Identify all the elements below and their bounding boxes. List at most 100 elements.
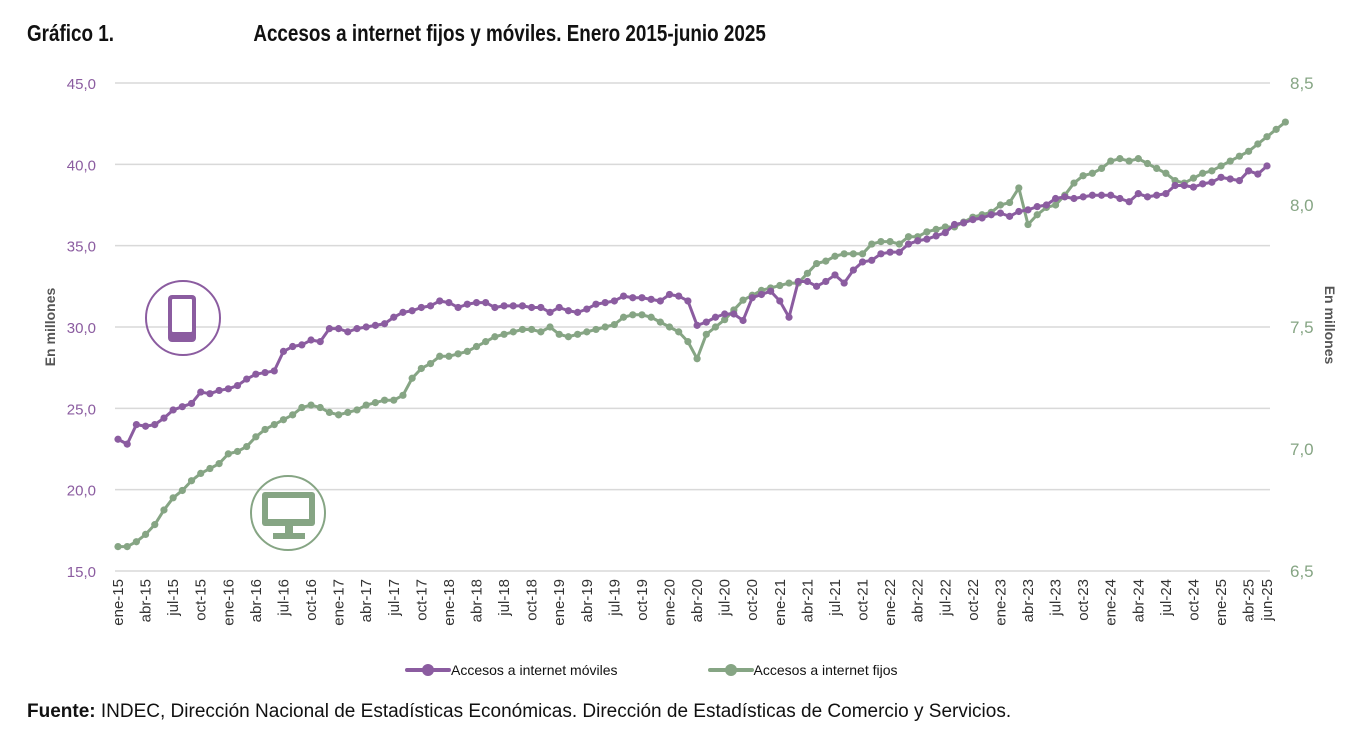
x-tick-label: jul-21 [827, 579, 844, 617]
data-point [1107, 157, 1115, 165]
data-point [132, 421, 140, 429]
data-point [1097, 191, 1106, 199]
data-point [1217, 162, 1225, 170]
data-point [1235, 152, 1244, 160]
data-point [224, 450, 232, 458]
data-point [656, 297, 664, 305]
legend-swatch-fijos [707, 663, 754, 677]
data-point [868, 256, 876, 264]
data-point [215, 386, 223, 395]
data-point [371, 321, 379, 329]
data-point [996, 201, 1005, 209]
x-tick-label: abr-18 [468, 579, 485, 622]
data-point [923, 235, 931, 243]
data-point [1006, 212, 1014, 220]
x-tick-label: jul-20 [717, 579, 734, 617]
data-point [1033, 203, 1041, 211]
data-point [721, 316, 729, 324]
data-point [583, 305, 591, 313]
data-point [546, 308, 554, 316]
data-point [555, 330, 563, 338]
x-tick-label: abr-21 [799, 579, 816, 622]
data-point [803, 269, 812, 277]
left-axis-label: En millones [42, 288, 58, 367]
x-tick-label: ene-15 [110, 579, 127, 626]
data-point [1061, 193, 1069, 201]
data-point [482, 299, 490, 307]
data-point [482, 338, 490, 346]
data-point [123, 543, 131, 551]
data-point [665, 323, 674, 331]
data-point [941, 229, 949, 237]
x-tick-label: jul-22 [937, 579, 954, 617]
x-tick-label: oct-24 [1185, 579, 1202, 621]
data-point [895, 248, 903, 256]
data-point [491, 303, 499, 312]
x-tick-label: ene-19 [551, 579, 568, 626]
data-point [298, 403, 306, 412]
data-point [1006, 198, 1014, 207]
x-tick-label: ene-17 [331, 579, 348, 626]
data-point [868, 240, 876, 248]
data-point [436, 297, 444, 305]
x-tick-label: oct-18 [524, 579, 541, 621]
data-point [941, 223, 949, 231]
data-point [380, 396, 389, 404]
data-point [362, 323, 370, 331]
data-point [840, 279, 848, 287]
data-point [702, 330, 710, 338]
data-point [923, 228, 931, 236]
data-point [169, 494, 177, 502]
left-tick-label: 35,0 [67, 239, 96, 256]
data-point [362, 401, 370, 409]
data-point [583, 328, 591, 336]
data-point [794, 277, 802, 286]
data-point [426, 302, 435, 310]
data-point [187, 477, 196, 485]
legend-item-moviles: Accesos a internet móviles [405, 662, 618, 678]
data-point [325, 408, 334, 416]
data-point [537, 303, 545, 312]
data-point [445, 352, 453, 360]
series-line [118, 120, 1287, 549]
data-point [858, 258, 867, 266]
data-point [289, 411, 297, 419]
x-tick-label: jul-17 [386, 579, 403, 617]
x-tick-label: abr-16 [248, 579, 265, 622]
data-point [1199, 180, 1207, 188]
data-point [1125, 157, 1133, 165]
data-point [1226, 175, 1234, 183]
data-point [224, 385, 232, 393]
legend-label-moviles: Accesos a internet móviles [451, 662, 618, 678]
data-point [684, 338, 692, 346]
x-tick-label: abr-19 [579, 579, 596, 622]
data-point [831, 252, 839, 260]
data-point [960, 219, 968, 227]
x-tick-label: ene-23 [992, 579, 1009, 626]
data-point [298, 341, 306, 349]
data-point [316, 403, 324, 412]
data-point [619, 313, 628, 321]
data-point [408, 307, 416, 315]
data-point [206, 390, 214, 398]
x-tick-label: abr-23 [1020, 579, 1037, 622]
x-tick-label: oct-16 [303, 579, 320, 621]
data-point [380, 320, 389, 328]
data-point [1051, 194, 1060, 203]
x-tick-label: jun-25 [1259, 579, 1276, 622]
data-point [270, 421, 278, 429]
data-point [436, 352, 444, 360]
legend-label-fijos: Accesos a internet fijos [753, 662, 898, 678]
right-tick-label: 7,0 [1290, 440, 1314, 459]
x-tick-label: jul-16 [275, 579, 292, 617]
data-point [261, 368, 269, 377]
data-point [647, 313, 655, 321]
data-point [1024, 220, 1032, 229]
x-tick-label: abr-24 [1130, 579, 1147, 622]
series-fijos [114, 118, 1289, 551]
x-tick-label: abr-17 [358, 579, 375, 622]
data-point [858, 250, 867, 258]
right-axis-label: En millones [1322, 286, 1338, 365]
data-point [877, 250, 885, 258]
data-point [1208, 167, 1216, 175]
